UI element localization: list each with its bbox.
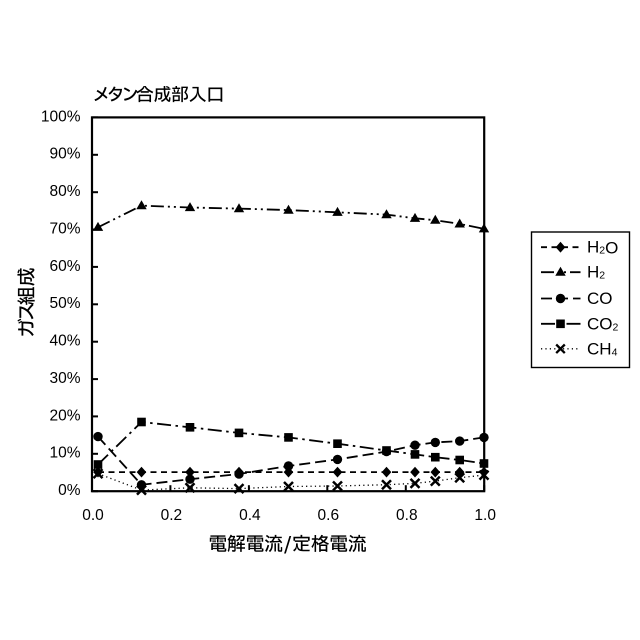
- svg-text:40%: 40%: [49, 333, 80, 350]
- svg-text:70%: 70%: [49, 220, 80, 237]
- svg-text:H2: H2: [587, 263, 605, 282]
- svg-text:50%: 50%: [49, 295, 80, 312]
- svg-text:0.0: 0.0: [82, 507, 104, 524]
- svg-text:10%: 10%: [49, 445, 80, 462]
- svg-text:0.6: 0.6: [318, 507, 340, 524]
- svg-text:80%: 80%: [49, 183, 80, 200]
- svg-text:H2O: H2O: [587, 238, 618, 258]
- svg-text:0.8: 0.8: [396, 507, 418, 524]
- svg-text:20%: 20%: [49, 407, 80, 424]
- svg-text:1.0: 1.0: [474, 507, 496, 524]
- svg-text:0.2: 0.2: [161, 507, 183, 524]
- svg-text:0%: 0%: [58, 482, 81, 499]
- svg-text:30%: 30%: [49, 370, 80, 387]
- svg-text:0.4: 0.4: [239, 507, 261, 524]
- svg-text:60%: 60%: [49, 258, 80, 275]
- svg-text:100%: 100%: [41, 108, 81, 125]
- svg-text:90%: 90%: [49, 146, 80, 163]
- svg-text:CO2: CO2: [587, 314, 619, 333]
- svg-text:CH4: CH4: [587, 339, 618, 358]
- svg-text:CO: CO: [587, 289, 613, 308]
